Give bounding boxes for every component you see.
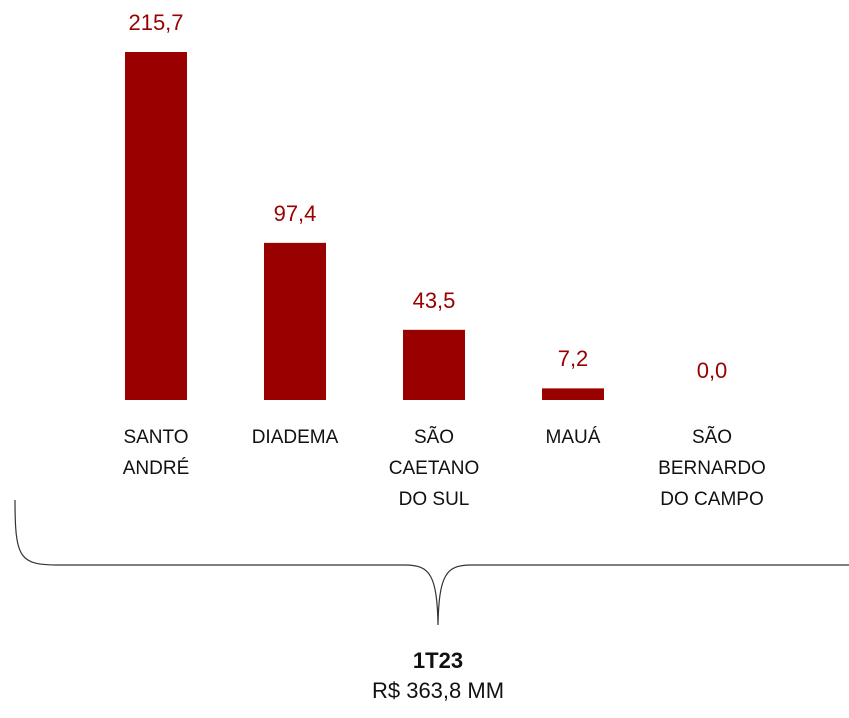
x-tick-label: DIADEMA xyxy=(251,427,339,448)
value-label: 215,7 xyxy=(128,10,184,35)
value-label: 7,2 xyxy=(557,346,589,372)
annotation-text: R$ 363,8 MM xyxy=(371,678,505,703)
bar xyxy=(125,52,187,400)
value-label: 0,0 xyxy=(696,358,728,383)
x-tick-label: MAUÁ xyxy=(545,427,601,448)
bar xyxy=(542,388,604,400)
brace xyxy=(14,499,849,626)
bar xyxy=(264,242,326,400)
x-tick-label: SÃO BERNARDO DO CAMPO xyxy=(658,427,766,510)
x-tick-label: SANTO ANDRÉ xyxy=(122,427,190,479)
bar xyxy=(403,329,465,400)
value-label: 43,5 xyxy=(412,287,456,313)
value-label: 97,4 xyxy=(273,200,317,226)
annotation-title: 1T23 xyxy=(412,648,464,673)
x-tick-label: SÃO CAETANO DO SUL xyxy=(388,427,480,510)
